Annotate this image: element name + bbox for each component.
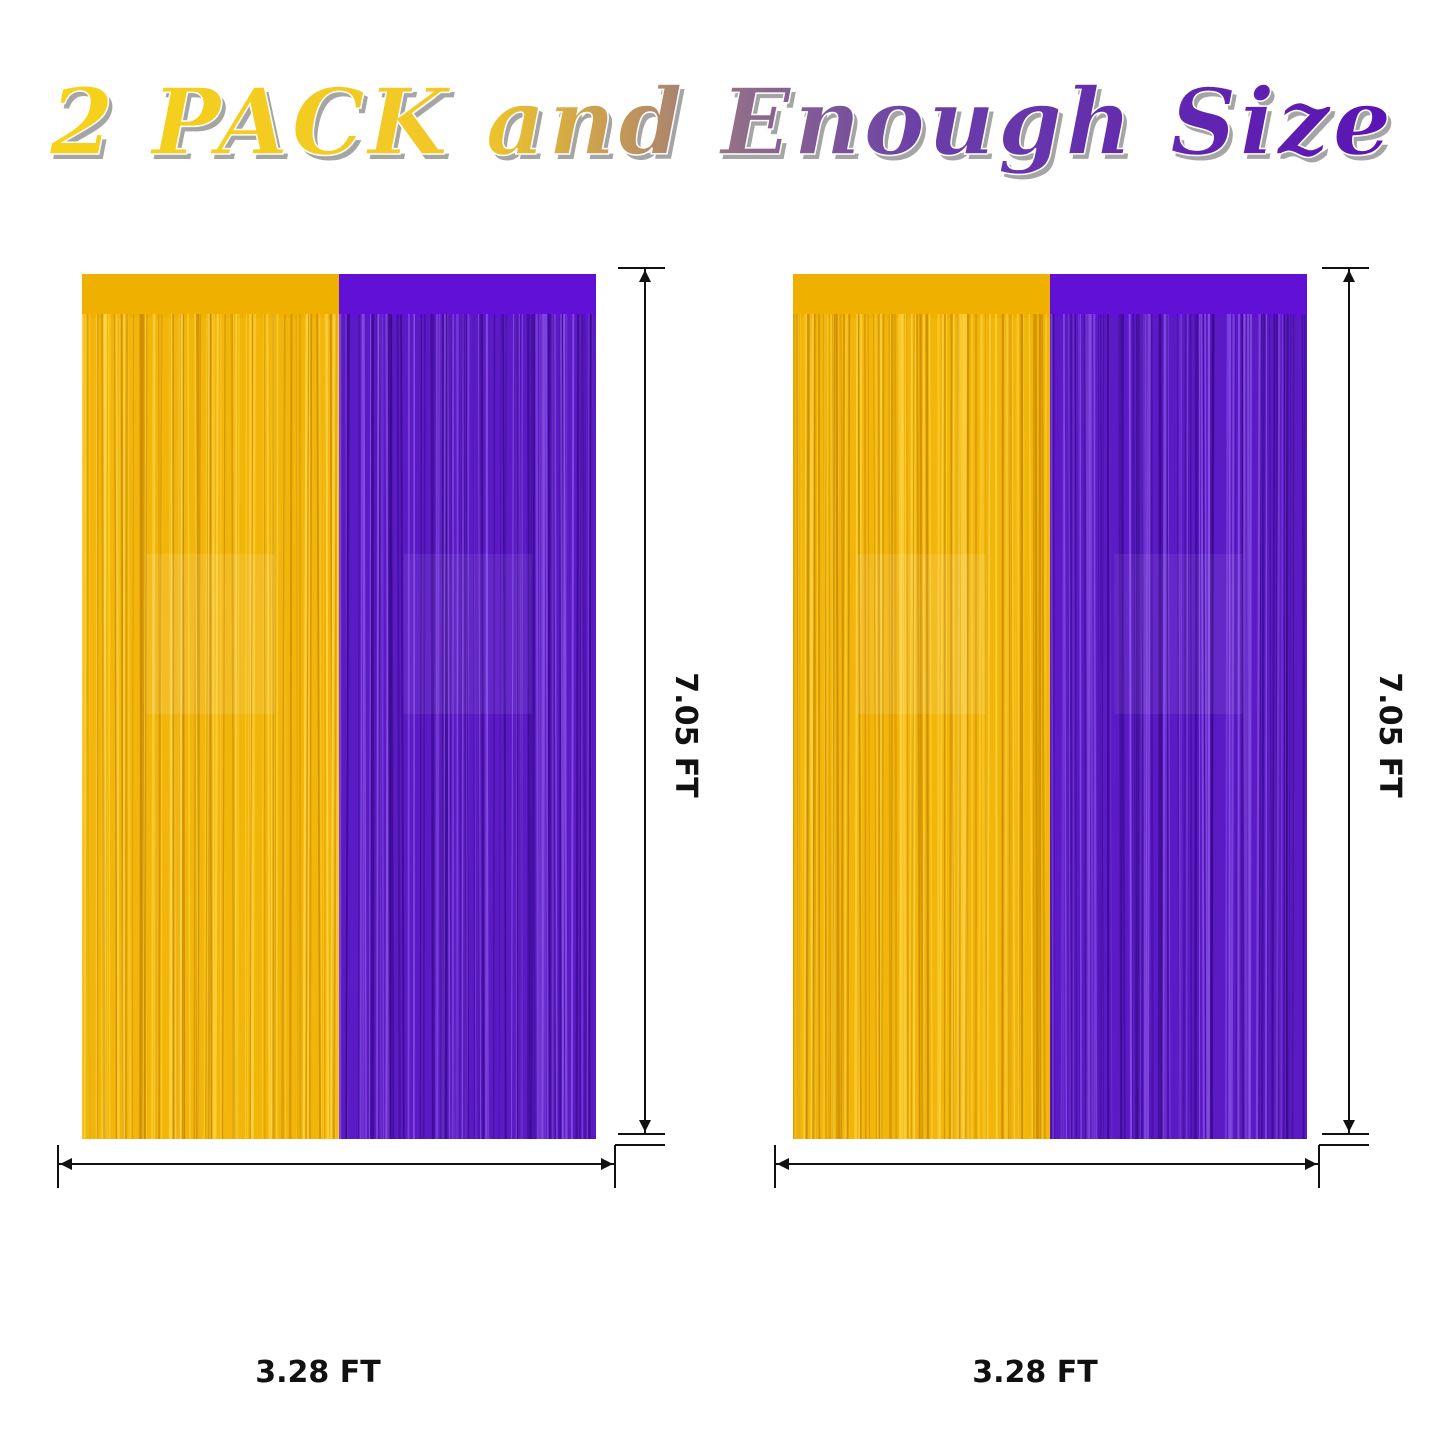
height-arrow-up [1343,270,1355,282]
headline-part-and: and [486,68,686,176]
height-arrow-down [1343,1120,1355,1132]
height-label: 7.05 FT [668,672,703,798]
dimension-lines: 3.28 FT 7.05 FT [761,230,1441,1410]
width-arrow-left [777,1158,789,1170]
headline-part-size: Enough Size [718,68,1395,176]
headline: 2 PACK and Enough Size 2 PACK and Enough… [0,62,1445,182]
width-arrow-right [1305,1158,1317,1170]
width-arrow-left [60,1158,72,1170]
headline-graphic: 2 PACK and Enough Size 2 PACK and Enough… [0,62,1445,182]
curtain-panel-1: 3.28 FT 7.05 FT [50,230,730,1410]
width-label: 3.28 FT [972,1355,1098,1390]
height-arrow-down [639,1120,651,1132]
height-arrow-up [639,270,651,282]
dimension-lines: 3.28 FT 7.05 FT [50,230,730,1410]
height-label: 7.05 FT [1372,672,1407,798]
width-label: 3.28 FT [255,1355,381,1390]
curtain-panel-2: 3.28 FT 7.05 FT [761,230,1441,1410]
headline-part-pack: 2 PACK [49,68,452,176]
headline-text: 2 PACK and Enough Size [49,68,1395,176]
width-arrow-right [601,1158,613,1170]
